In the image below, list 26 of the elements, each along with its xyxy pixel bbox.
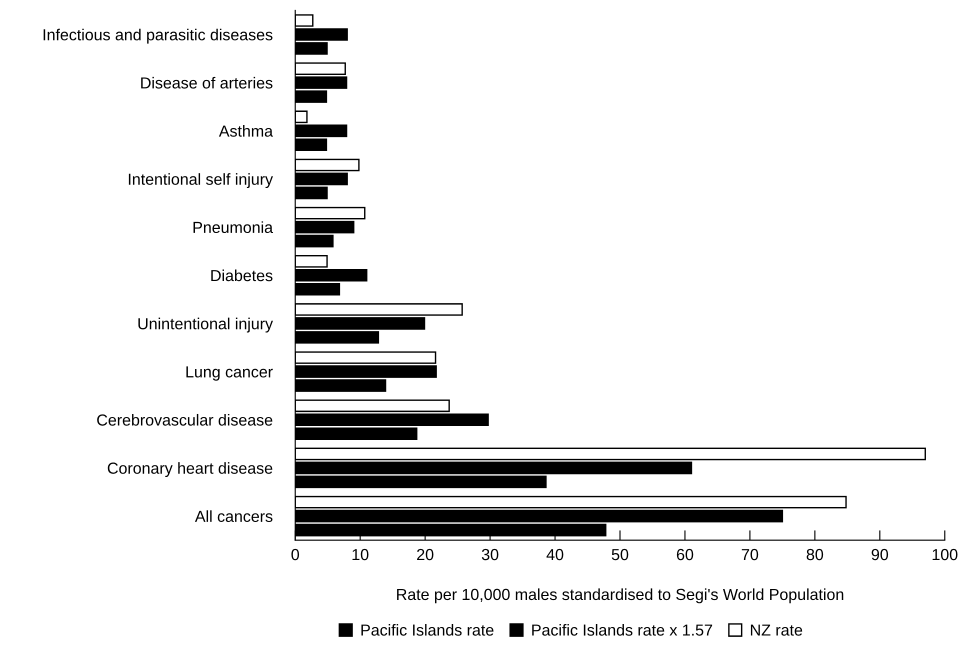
y-tick-label: Intentional self injury <box>128 173 273 188</box>
y-tick-label: Unintentional injury <box>138 318 273 333</box>
y-tick-label: Cerebrovascular disease <box>97 414 272 426</box>
x-tick-label: 50 <box>612 548 628 560</box>
x-tick-label: 0 <box>291 548 300 560</box>
x-tick-label: 100 <box>932 548 958 560</box>
y-tick-label: Pneumonia <box>194 221 274 234</box>
y-tick-label: Diabetes <box>211 269 272 282</box>
y-tick-label: Disease of arteries <box>141 76 272 89</box>
y-tick-label: Infectious and parasitic diseases <box>44 28 272 44</box>
x-axis-title: Rate per 10,000 males standardised to Segi's World Population <box>397 588 844 604</box>
x-tick-label: 20 <box>417 548 434 560</box>
x-tick-label: 70 <box>742 548 758 560</box>
x-tick-label: 10 <box>352 548 368 560</box>
legend-label: NZ rate <box>750 624 802 636</box>
y-tick-label: Asthma <box>218 125 274 137</box>
x-tick-label: 60 <box>676 548 694 560</box>
x-tick-label: 40 <box>546 548 564 560</box>
y-tick-label: Coronary heart disease <box>108 462 272 478</box>
y-tick-label: All cancers <box>194 510 272 522</box>
legend-label: Pacific Islands rate x 1.57 <box>532 624 712 636</box>
y-tick-label: Lung cancer <box>186 366 273 381</box>
x-tick-label: 80 <box>806 548 824 560</box>
x-tick-label: 30 <box>482 548 498 560</box>
legend-label: Pacific Islands rate <box>361 624 494 636</box>
x-tick-label: 90 <box>872 548 888 560</box>
